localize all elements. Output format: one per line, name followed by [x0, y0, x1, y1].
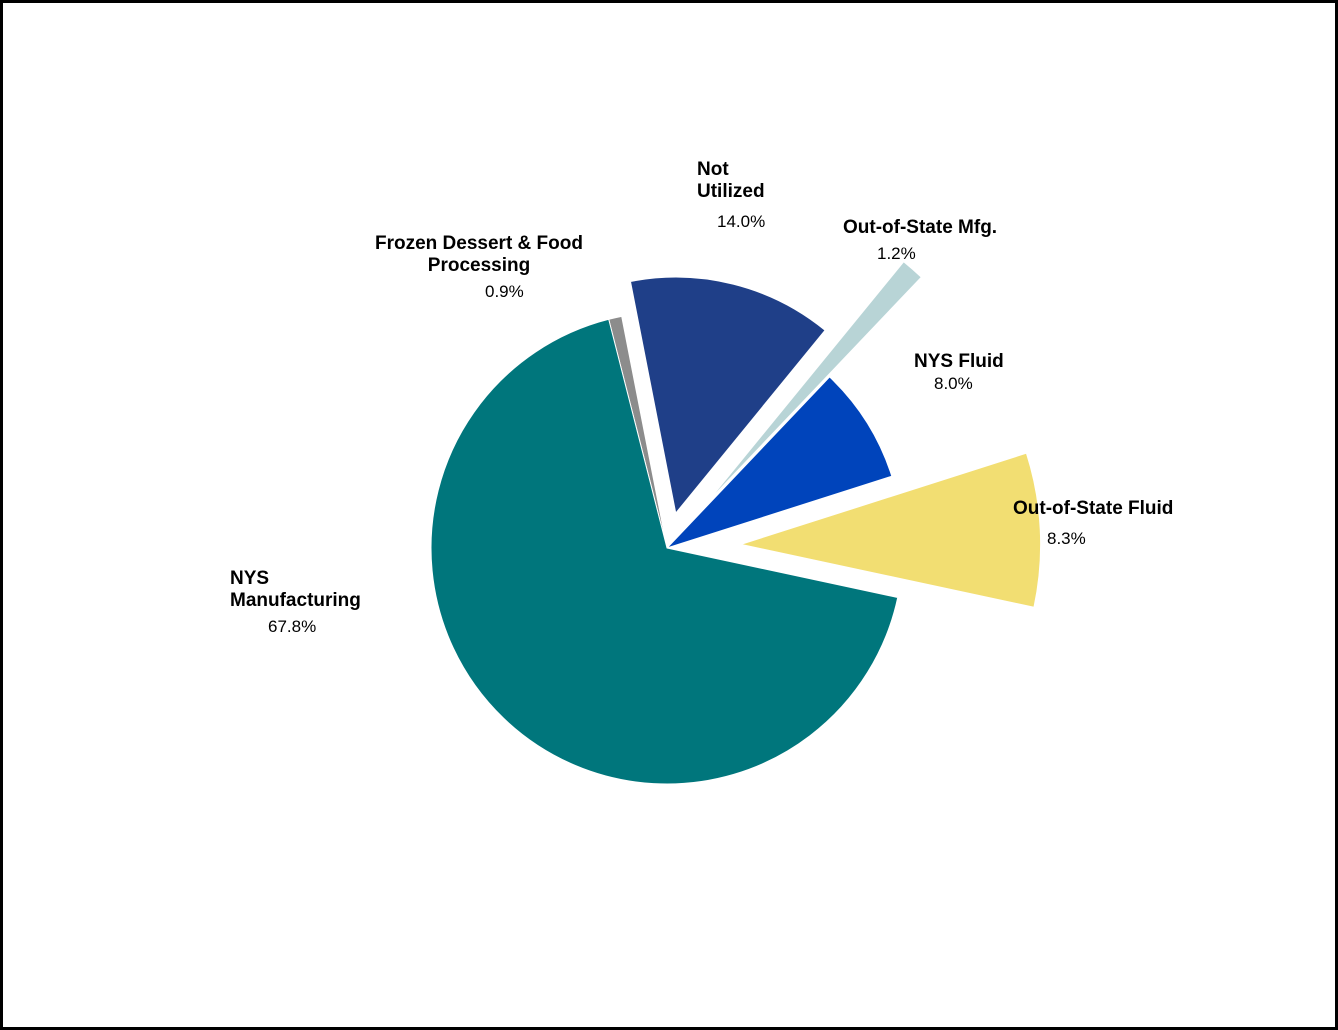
pie-slice-not-utilized	[629, 276, 826, 515]
pie-slice-nys-manufacturing	[430, 318, 899, 785]
label-not-utilized: Not Utilized 14.0%	[697, 159, 765, 233]
label-out-of-state-mfg-value: 1.2%	[877, 244, 916, 263]
label-not-utilized-value: 14.0%	[717, 212, 766, 231]
label-not-utilized-line1: Not	[697, 159, 729, 180]
label-out-of-state-fluid-line1: Out-of-State Fluid	[1013, 498, 1174, 519]
label-out-of-state-fluid: Out-of-State Fluid 8.3%	[1013, 498, 1173, 550]
label-nys-fluid: NYS Fluid 8.0%	[914, 351, 1004, 395]
pie-slice-nys-fluid	[666, 376, 893, 549]
label-not-utilized-line2: Utilized	[697, 181, 765, 202]
label-nys-manufacturing-value: 67.8%	[268, 617, 317, 636]
label-out-of-state-mfg-line1: Out-of-State Mfg.	[843, 217, 998, 238]
pie-slice-out-of-state-fluid	[738, 452, 1042, 608]
label-nys-manufacturing: NYS Manufacturing 67.8%	[230, 568, 361, 638]
label-nys-fluid-line1: NYS Fluid	[914, 351, 1004, 372]
label-frozen-dessert-value: 0.9%	[485, 282, 524, 301]
label-out-of-state-mfg: Out-of-State Mfg. 1.2%	[843, 217, 997, 265]
pie-slice-out-of-state-mfg	[706, 260, 922, 504]
label-frozen-dessert-line2: Processing	[427, 255, 531, 276]
label-nys-fluid-value: 8.0%	[934, 374, 973, 393]
label-frozen-dessert: Frozen Dessert & Food Processing 0.9%	[349, 233, 609, 303]
label-nys-manufacturing-line1: NYS	[230, 568, 270, 589]
label-frozen-dessert-line1: Frozen Dessert & Food	[375, 233, 583, 254]
label-out-of-state-fluid-value: 8.3%	[1047, 529, 1086, 548]
pie-chart	[430, 260, 1042, 785]
label-nys-manufacturing-line2: Manufacturing	[230, 590, 361, 611]
